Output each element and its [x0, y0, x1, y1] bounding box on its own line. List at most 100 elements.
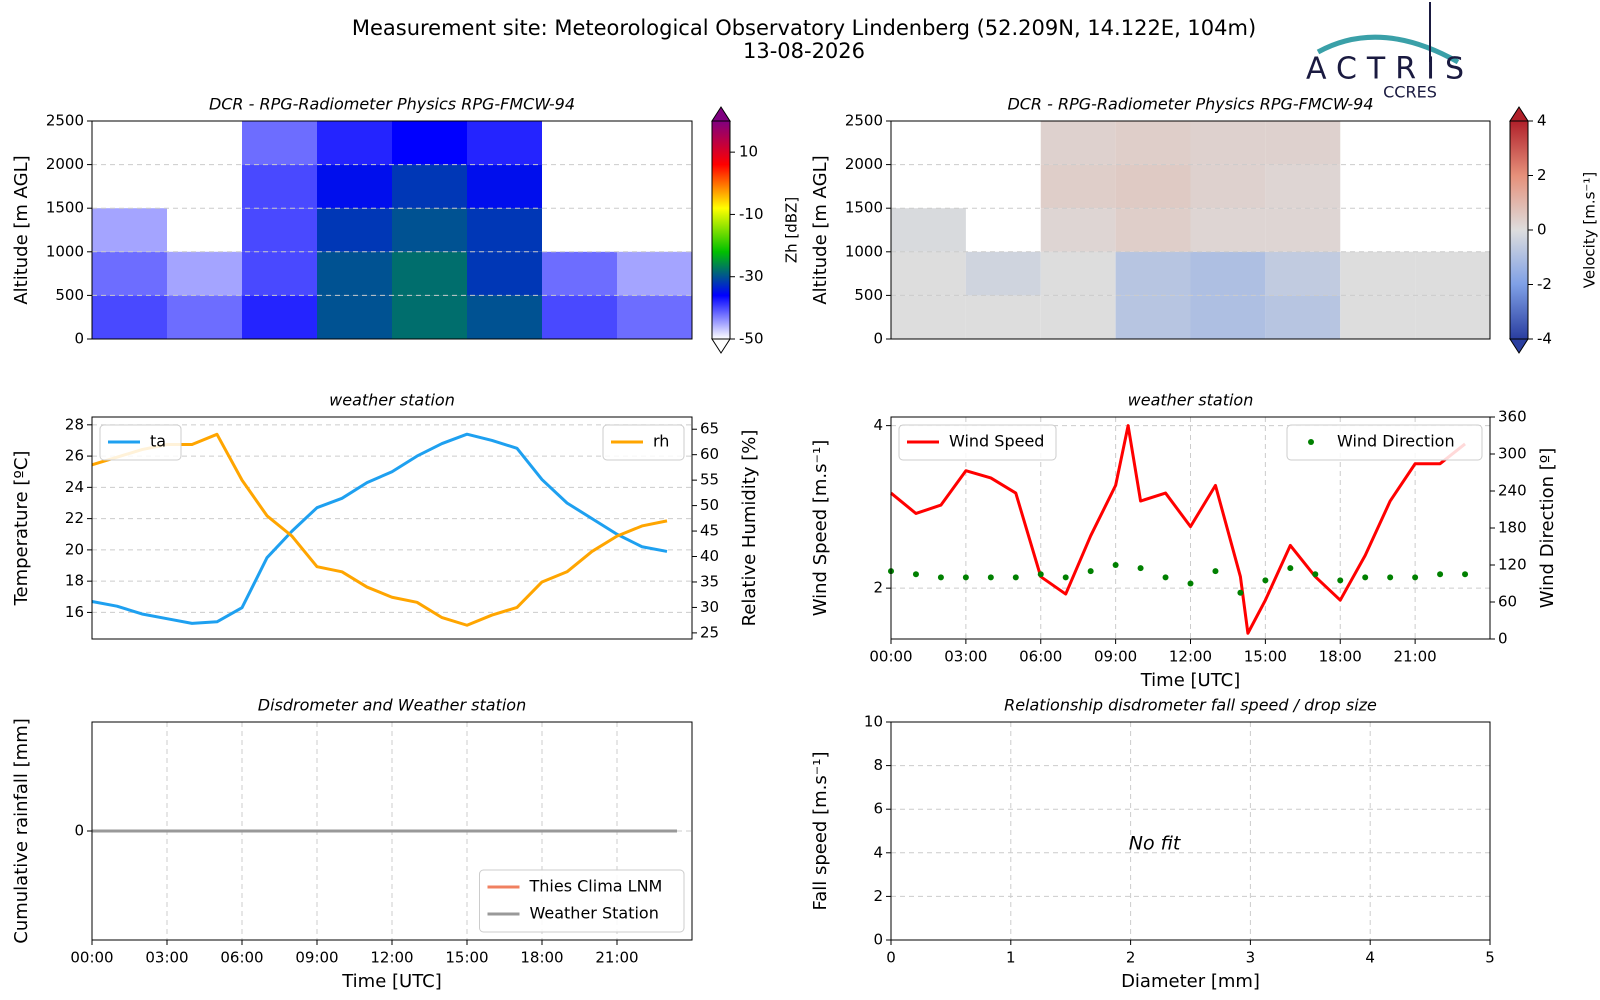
x-tick-label: 00:00	[70, 949, 113, 967]
legend-marker	[1308, 439, 1314, 445]
y-tick-label: 4	[873, 416, 883, 434]
panel-title: weather station	[329, 391, 455, 410]
heat-cell	[392, 208, 467, 252]
heat-cell	[1415, 295, 1490, 339]
y2-axis-label: Relative Humidity [%]	[739, 430, 760, 627]
data-point	[1337, 577, 1344, 584]
heat-cell	[467, 295, 542, 339]
legend-label: Wind Speed	[949, 432, 1044, 451]
heat-cell	[1040, 251, 1116, 296]
heat-cell	[317, 208, 392, 252]
x-tick-label: 0	[886, 949, 896, 967]
heat-cell	[392, 251, 467, 296]
y2-tick-label: 30	[700, 598, 719, 616]
x-tick-label: 03:00	[944, 648, 987, 666]
heat-cell	[1040, 295, 1116, 339]
heat-cell	[617, 251, 692, 296]
x-tick-label: 06:00	[220, 949, 263, 967]
colorbar-tick-label: -4	[1537, 330, 1552, 348]
y-tick-label: 2000	[46, 155, 84, 173]
heat-cell	[317, 295, 392, 339]
colorbar-label: Zh [dBZ]	[783, 197, 801, 263]
heat-cell	[1040, 164, 1116, 209]
y-axis-label: Wind Speed [m.s⁻¹]	[810, 440, 831, 617]
y-axis-label: Cumulative rainfall [mm]	[11, 718, 32, 944]
x-tick-label: 18:00	[1319, 648, 1362, 666]
legend-label: Thies Clima LNM	[529, 877, 663, 896]
legend-box	[1286, 424, 1483, 461]
heat-cell	[242, 295, 317, 339]
data-point	[1237, 589, 1244, 596]
annotation: No fit	[1129, 833, 1182, 855]
y-tick-label: 2500	[46, 112, 84, 130]
x-tick-label: 21:00	[1394, 648, 1437, 666]
heat-cell	[1115, 251, 1191, 296]
y-tick-label: 0	[873, 330, 883, 348]
heat-cell	[1040, 208, 1116, 252]
y2-tick-label: 45	[700, 522, 719, 540]
data-line	[890, 424, 1466, 635]
heat-cell	[317, 251, 392, 296]
colorbar-tick-label: 4	[1537, 112, 1547, 130]
colorbar-tick-label: -10	[739, 205, 764, 223]
colorbar-extend	[1509, 338, 1529, 354]
x-tick-label: 06:00	[1019, 648, 1062, 666]
logo: ACTRIS CCRES	[1306, 2, 1474, 102]
heat-cell	[242, 121, 317, 165]
data-point	[1087, 568, 1094, 575]
heat-cell	[617, 295, 692, 339]
y2-tick-label: 180	[1498, 519, 1527, 537]
data-point	[1462, 571, 1469, 578]
legend-label: rh	[653, 432, 669, 451]
heat-cell	[1190, 164, 1266, 209]
heat-cell	[891, 251, 966, 296]
data-point	[1437, 571, 1444, 578]
y-tick-label: 0	[873, 931, 883, 949]
heat-cell	[467, 164, 542, 209]
plot-frame	[890, 721, 1491, 941]
data-point	[1187, 580, 1194, 587]
x-axis-label: Time [UTC]	[1140, 670, 1241, 691]
y2-tick-label: 60	[700, 445, 719, 463]
heat-cell	[392, 295, 467, 339]
data-point	[912, 571, 919, 578]
y2-tick-label: 55	[700, 471, 719, 489]
heat-cell	[1190, 121, 1266, 165]
data-point	[1262, 577, 1269, 584]
heat-cell	[467, 208, 542, 252]
y-axis-label: Fall speed [m.s⁻¹]	[810, 752, 831, 911]
x-tick-label: 00:00	[869, 648, 912, 666]
y-tick-label: 10	[864, 713, 883, 731]
colorbar-label: Velocity [m.s⁻¹]	[1581, 172, 1599, 288]
heat-cell	[92, 251, 167, 296]
colorbar	[1509, 120, 1529, 340]
plot-frame	[890, 120, 1491, 340]
heat-cell	[317, 121, 392, 165]
logo-sub: CCRES	[1383, 83, 1437, 102]
data-point	[1062, 574, 1069, 581]
y-tick-label: 1000	[46, 242, 84, 260]
legend-box	[99, 424, 182, 461]
heat-cell	[392, 121, 467, 165]
heat-cell	[1340, 295, 1416, 339]
logo-name: ACTRIS	[1306, 52, 1474, 87]
y-tick-label: 500	[854, 286, 883, 304]
y-tick-label: 8	[873, 756, 883, 774]
y-tick-label: 2000	[845, 155, 883, 173]
x-tick-label: 15:00	[445, 949, 488, 967]
panel-title: DCR - RPG-Radiometer Physics RPG-FMCW-94	[209, 95, 575, 114]
heat-cell	[1115, 208, 1191, 252]
x-tick-label: 5	[1485, 949, 1495, 967]
logo-arc	[1316, 34, 1460, 65]
y2-tick-label: 120	[1498, 556, 1527, 574]
heat-cell	[1115, 295, 1191, 339]
colorbar-tick-label: -30	[739, 267, 764, 285]
heat-cell	[242, 208, 317, 252]
y-axis-label: Temperature [ºC]	[11, 451, 32, 607]
data-point	[1112, 562, 1119, 568]
y-tick-label: 18	[65, 572, 84, 590]
x-axis-label: Diameter [mm]	[1121, 971, 1260, 992]
plot-frame	[890, 416, 1491, 640]
heat-cell	[1115, 164, 1191, 209]
